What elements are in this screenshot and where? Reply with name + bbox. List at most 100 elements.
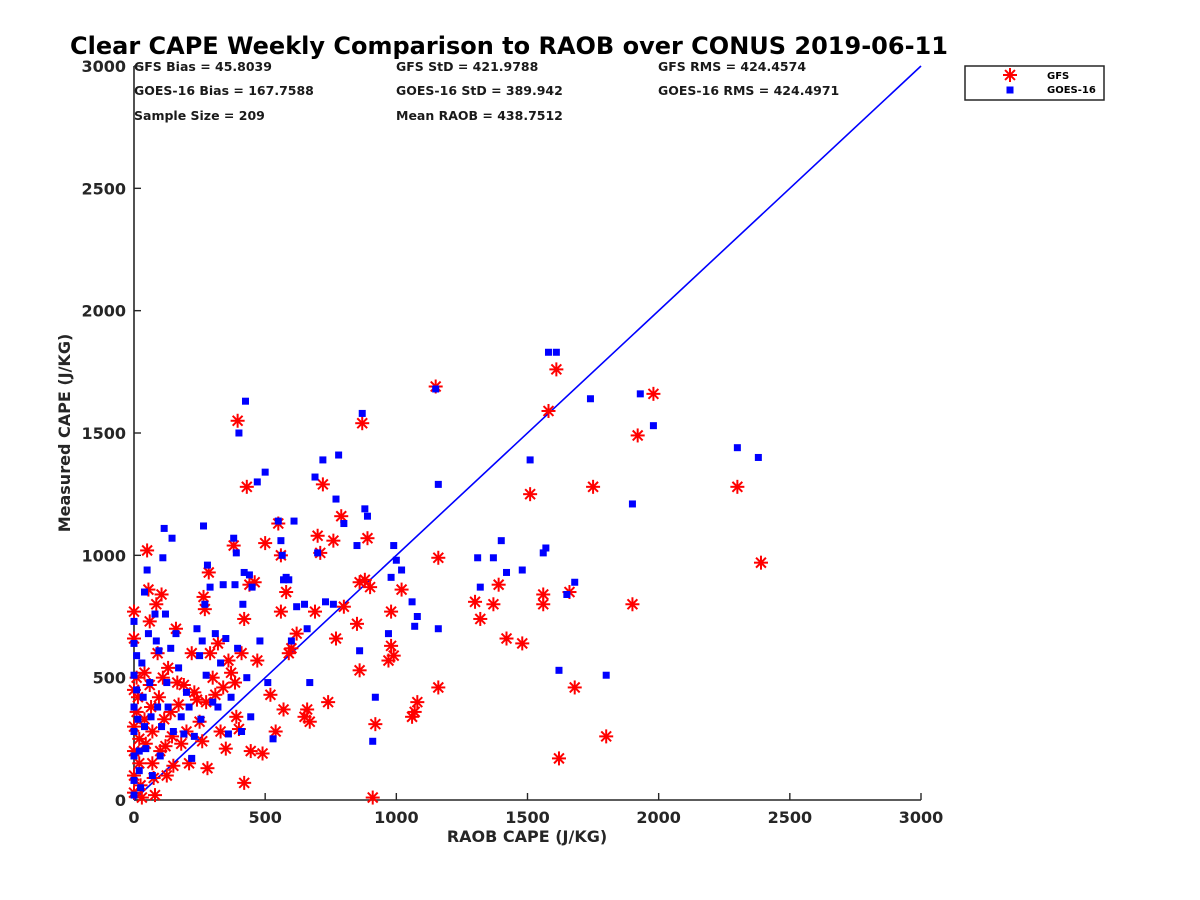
goes-point — [222, 635, 230, 643]
gfs-point — [154, 587, 169, 602]
gfs-point — [279, 585, 294, 600]
goes-point — [269, 735, 277, 743]
gfs-point — [200, 761, 215, 776]
gfs-point — [753, 555, 768, 570]
gfs-point — [486, 597, 501, 612]
goes-point — [539, 549, 547, 557]
gfs-point — [273, 604, 288, 619]
chart-title: Clear CAPE Weekly Comparison to RAOB ove… — [70, 32, 948, 60]
gfs-point — [336, 599, 351, 614]
gfs-point — [523, 487, 538, 502]
legend-gfs-asterisk — [1003, 68, 1017, 82]
goes-point — [247, 713, 255, 721]
goes-point — [169, 727, 177, 735]
gfs-point — [159, 768, 174, 783]
goes-point — [163, 679, 171, 687]
goes-point — [248, 583, 256, 591]
goes-point — [155, 647, 163, 655]
goes-point — [217, 659, 225, 667]
gfs-point — [151, 690, 166, 705]
goes-point — [293, 603, 301, 611]
gfs-point — [321, 695, 336, 710]
gfs-point — [468, 594, 483, 609]
goes-point — [636, 390, 644, 398]
goes-point — [287, 637, 295, 645]
goes-point — [130, 727, 138, 735]
goes-point — [474, 554, 482, 562]
gfs-point — [536, 597, 551, 612]
goes-point — [238, 727, 246, 735]
gfs-point — [384, 638, 399, 653]
gfs-point — [195, 734, 210, 749]
goes-point — [392, 556, 400, 564]
gfs-point — [218, 741, 233, 756]
gfs-point — [328, 631, 343, 646]
goes-point — [261, 468, 269, 476]
gfs-point — [541, 403, 556, 418]
goes-point — [142, 745, 150, 753]
gfs-point — [171, 697, 186, 712]
goes-point — [230, 534, 238, 542]
gfs-point — [203, 646, 218, 661]
goes-point — [356, 647, 364, 655]
goes-point — [172, 630, 180, 638]
gfs-point — [551, 751, 566, 766]
goes-point — [130, 671, 138, 679]
goes-point — [180, 730, 188, 738]
gfs-point — [237, 775, 252, 790]
gfs-point — [499, 631, 514, 646]
legend-goes-square — [1006, 86, 1014, 94]
goes-point — [361, 505, 369, 513]
goes-point — [476, 583, 484, 591]
goes-point — [434, 625, 442, 633]
gfs-point — [549, 362, 564, 377]
goes-point — [432, 385, 440, 393]
goes-point — [209, 698, 217, 706]
goes-point — [544, 348, 552, 356]
stat-goes-bias: GOES-16 Bias = 167.7588 — [134, 83, 314, 98]
gfs-point — [308, 604, 323, 619]
gfs-point — [276, 702, 291, 717]
gfs-point — [258, 536, 273, 551]
legend-gfs-label: GFS — [1047, 71, 1069, 82]
goes-point — [130, 617, 138, 625]
goes-point — [159, 554, 167, 562]
y-axis-label: Measured CAPE (J/KG) — [55, 334, 74, 533]
stat-gfs-rms: GFS RMS = 424.4574 — [658, 59, 806, 74]
goes-point — [158, 723, 166, 731]
gfs-point — [127, 604, 141, 619]
gfs-point — [431, 550, 446, 565]
gfs-point — [315, 477, 330, 492]
gfs-point — [365, 790, 380, 805]
x-tick-label: 1000 — [374, 808, 419, 827]
goes-point — [185, 703, 193, 711]
gfs-point — [234, 646, 249, 661]
gfs-point — [326, 533, 341, 548]
gfs-point — [567, 680, 582, 695]
goes-point — [503, 568, 511, 576]
goes-point — [311, 473, 319, 481]
goes-point — [489, 554, 497, 562]
goes-point — [197, 715, 205, 723]
gfs-point — [132, 731, 147, 746]
stat-goes-std: GOES-16 StD = 389.942 — [396, 83, 563, 98]
goes-point — [227, 693, 235, 701]
goes-point — [135, 767, 143, 775]
x-tick-label: 2000 — [636, 808, 681, 827]
goes-point — [542, 544, 550, 552]
gfs-point — [149, 597, 164, 612]
gfs-point — [730, 479, 745, 494]
goes-point — [239, 600, 247, 608]
goes-point — [151, 610, 159, 618]
goes-point — [555, 666, 563, 674]
gfs-point — [137, 665, 152, 680]
gfs-point — [263, 687, 278, 702]
goes-point — [168, 534, 176, 542]
goes-point — [301, 600, 309, 608]
gfs-point — [230, 413, 245, 428]
goes-point — [371, 693, 379, 701]
goes-point — [148, 772, 156, 780]
goes-point — [628, 500, 636, 508]
stat-goes-rms: GOES-16 RMS = 424.4971 — [658, 83, 839, 98]
goes-point — [182, 688, 190, 696]
